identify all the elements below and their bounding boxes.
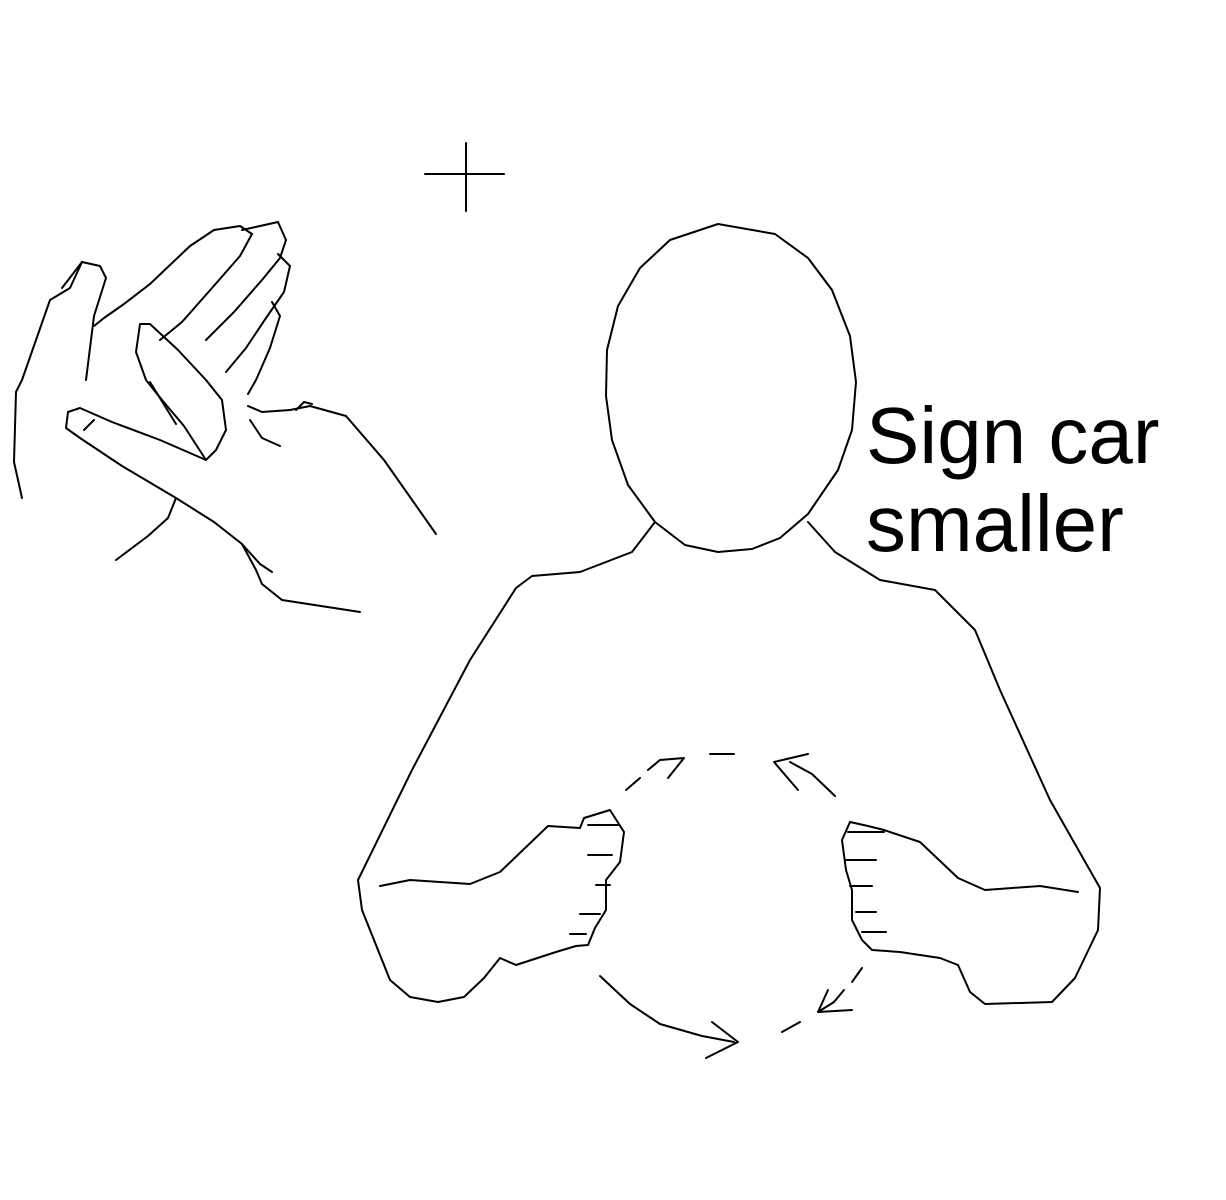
- signer-head: [605, 223, 857, 553]
- crosshair-mark: [424, 142, 505, 212]
- sign-caption: Sign car smaller: [866, 392, 1159, 568]
- right-forearm-lower: [871, 949, 959, 966]
- signer-torso-right: [807, 521, 1101, 1005]
- circular-motion-arrows: [599, 753, 863, 1059]
- right-fist: [841, 821, 885, 951]
- handshape-detail: [13, 221, 437, 613]
- left-forearm-lower: [499, 945, 577, 966]
- right-forearm: [883, 829, 1079, 893]
- left-forearm: [379, 825, 581, 887]
- left-fist: [575, 809, 625, 947]
- caption-line-2: smaller: [866, 479, 1124, 568]
- signer-torso: [357, 521, 656, 1003]
- caption-line-1: Sign car: [866, 391, 1160, 480]
